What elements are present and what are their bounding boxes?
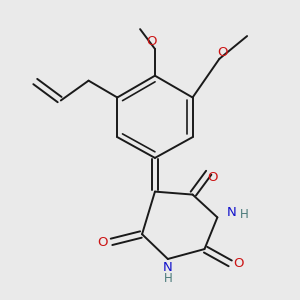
Text: H: H (240, 208, 248, 221)
Text: O: O (147, 35, 157, 48)
Text: O: O (233, 257, 244, 270)
Text: N: N (163, 261, 173, 274)
Text: H: H (164, 272, 172, 285)
Text: N: N (226, 206, 236, 219)
Text: O: O (217, 46, 228, 59)
Text: O: O (207, 171, 218, 184)
Text: O: O (98, 236, 108, 249)
